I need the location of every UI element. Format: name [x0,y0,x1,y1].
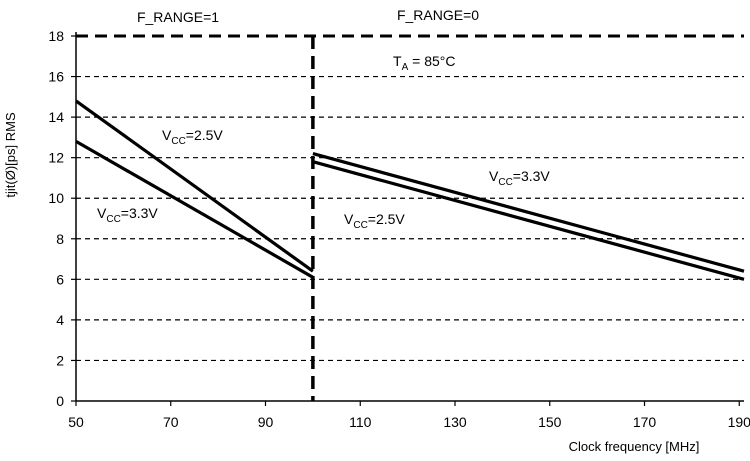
annotation-vcc-2.5v-right: VCC=2.5V [344,211,405,231]
y-tick-label-2: 2 [56,352,64,368]
x-tick-label-50: 50 [68,414,84,430]
annotation-vcc-2.5v-left: VCC=2.5V [162,127,223,147]
y-tick-label-16: 16 [48,69,64,85]
axes-layer: 0 2 4 6 8 10 12 14 16 18 50 70 90 110 130 150 170 190 [48,28,750,430]
y-axis-title: tjit(Ø)[ps] RMS [3,112,18,198]
annotation-subscript: CC [353,220,367,231]
annotation-main: V [489,168,499,184]
x-tick-label-70: 70 [163,414,179,430]
y-tick-label-14: 14 [48,109,64,125]
series-layer [75,99,745,281]
x-tick-label-110: 110 [349,414,372,430]
annotation-subscript: CC [171,136,185,147]
annotation-main: V [344,211,354,227]
x-tick-label-170: 170 [633,414,657,430]
y-tick-label-6: 6 [56,271,64,287]
y-tick-label-18: 18 [48,28,64,44]
annotation-subscript: CC [498,177,512,188]
x-tick-label-190: 190 [728,414,750,430]
series-line-3 [312,160,745,281]
annotation-vcc-3.3v-right: VCC=3.3V [489,168,550,188]
annotation-rest: =3.3V [513,168,551,184]
y-tick-label-10: 10 [48,190,64,206]
temperature-condition-label: TA = 85°C [393,53,455,73]
series-line-2 [75,140,314,279]
condition-rest: = 85°C [408,53,455,69]
annotation-main: V [162,127,172,143]
text-layer: Clock frequency [MHz] tjit(Ø)[ps] RMS F_… [3,7,699,454]
condition-main: T [393,53,402,69]
annotation-vcc-3.3v-left: VCC=3.3V [97,205,158,225]
condition-subscript: A [402,62,409,73]
x-tick-label-90: 90 [258,414,274,430]
annotation-rest: =2.5V [368,211,406,227]
y-tick-label-4: 4 [56,312,64,328]
x-axis-title: Clock frequency [MHz] [569,439,700,454]
series-line-4 [312,152,745,273]
x-tick-label-150: 150 [538,414,562,430]
series-line-1 [75,99,314,273]
annotation-subscript: CC [106,214,120,225]
annotation-rest: =2.5V [186,127,224,143]
y-tick-label-0: 0 [56,393,64,409]
region-label-f-range-0: F_RANGE=0 [397,7,479,23]
y-tick-label-12: 12 [48,150,64,166]
x-tick-label-130: 130 [443,414,467,430]
annotation-main: V [97,205,107,221]
region-label-f-range-1: F_RANGE=1 [137,9,219,25]
annotation-rest: =3.3V [121,205,159,221]
grid-layer [76,34,744,362]
y-tick-label-8: 8 [56,231,64,247]
